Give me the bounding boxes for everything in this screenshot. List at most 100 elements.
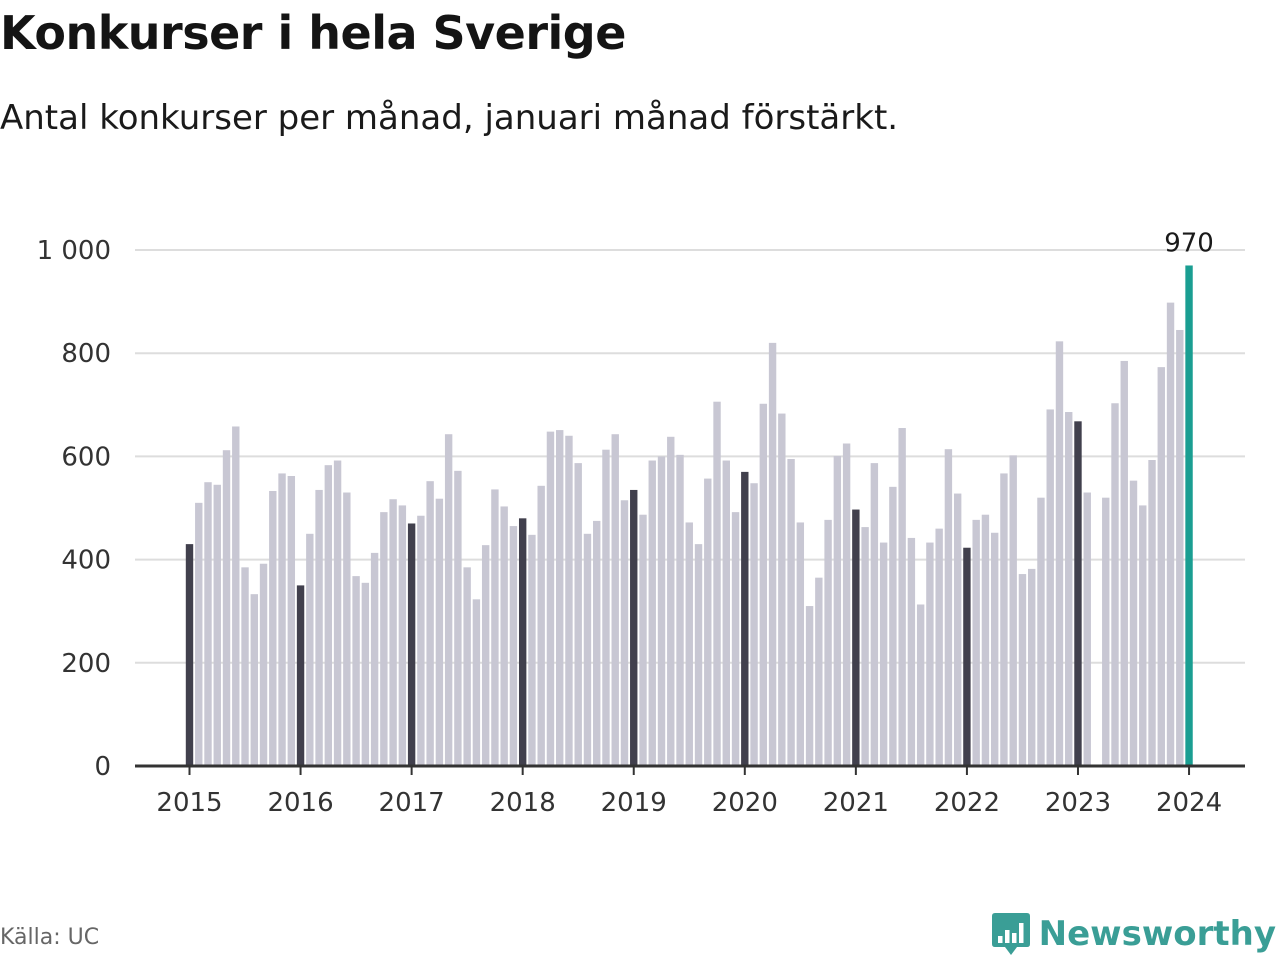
bar: [1176, 329, 1184, 766]
bar: [981, 514, 990, 766]
x-tick-label: 2019: [601, 788, 667, 818]
brand-logo[interactable]: Newsworthy: [991, 910, 1276, 958]
bar: [990, 532, 999, 766]
bar: [731, 512, 740, 766]
bar: [454, 470, 462, 766]
chart-title: Konkurser i hela Sverige: [0, 6, 626, 60]
data-labels: 970: [1164, 228, 1214, 258]
source-note: Källa: UC: [0, 925, 100, 950]
bar: [444, 434, 453, 766]
bar: [1083, 492, 1091, 766]
bar: [1166, 302, 1175, 766]
bar: [343, 492, 351, 766]
bar: [759, 403, 768, 766]
y-tick-label: 1 000: [37, 236, 111, 266]
bar: [916, 604, 925, 766]
x-tick-label: 2022: [934, 788, 1000, 818]
bar: [1028, 568, 1036, 766]
bar: [1111, 403, 1119, 766]
bar: [472, 599, 481, 766]
bar: [611, 434, 619, 766]
bar: [593, 520, 601, 766]
bar-january: [630, 489, 638, 766]
bar: [204, 482, 212, 766]
bar: [713, 401, 721, 766]
bar: [287, 476, 296, 766]
x-tick-label: 2020: [712, 788, 778, 818]
bar: [805, 606, 814, 766]
bar: [972, 519, 980, 766]
bar: [195, 502, 203, 766]
bar: [1065, 412, 1073, 766]
bar: [1129, 480, 1138, 766]
bar: [352, 576, 360, 766]
bar: [315, 489, 323, 766]
latest-value-label: 970: [1164, 228, 1214, 258]
bar: [278, 473, 286, 766]
bar: [833, 455, 842, 766]
bar: [269, 490, 277, 766]
bar: [250, 594, 258, 766]
bar: [537, 485, 545, 766]
chart-bubble-icon: [991, 913, 1030, 955]
bar: [491, 489, 499, 766]
bar-january: [963, 547, 971, 766]
bar: [1148, 460, 1156, 766]
x-axis-ticks: 2015 2016 2017 2018 2019 2020 2021 2022 2023 2024: [156, 766, 1222, 818]
bar: [879, 542, 888, 766]
bar: [333, 460, 342, 766]
bar: [1102, 497, 1110, 766]
bar: [1000, 473, 1008, 766]
bar: [361, 582, 370, 766]
bar: [1046, 409, 1054, 766]
bar: [778, 413, 786, 766]
bar: [509, 526, 518, 766]
bar: [648, 460, 656, 766]
y-tick-label: 800: [61, 339, 111, 369]
bars: [185, 265, 1193, 766]
bar: [750, 483, 758, 766]
bar: [639, 514, 647, 766]
bar: [389, 499, 397, 766]
bar: [528, 534, 536, 766]
bar: [685, 522, 693, 766]
bar: [583, 533, 592, 766]
bar: [435, 498, 444, 766]
bar: [667, 436, 675, 766]
bar: [620, 500, 629, 766]
bar: [657, 456, 666, 766]
bar: [556, 430, 564, 766]
bar: [565, 435, 573, 766]
bar: [324, 465, 333, 766]
x-tick-label: 2024: [1156, 788, 1222, 818]
bar: [907, 537, 916, 766]
bar: [842, 443, 851, 766]
bar: [704, 478, 712, 766]
bar: [694, 544, 703, 766]
bar: [463, 567, 471, 766]
bar: [1120, 360, 1128, 766]
bar: [787, 458, 795, 766]
bar: [232, 426, 240, 766]
x-tick-label: 2017: [379, 788, 445, 818]
bar: [815, 577, 823, 766]
bar: [546, 431, 555, 766]
y-tick-label: 200: [61, 649, 111, 679]
y-tick-label: 400: [61, 546, 111, 576]
bar: [1055, 341, 1064, 766]
y-tick-label: 600: [61, 442, 111, 472]
bar: [953, 493, 962, 766]
bar: [500, 506, 508, 766]
bar: [213, 484, 221, 766]
bar: [824, 519, 832, 766]
bar: [944, 449, 953, 766]
bar: [602, 449, 610, 766]
bar: [870, 463, 879, 766]
bar-january: [407, 523, 416, 766]
bar: [306, 533, 314, 766]
bar-january: [1074, 421, 1082, 766]
y-tick-label: 0: [94, 752, 111, 782]
bar: [241, 567, 249, 766]
x-tick-label: 2021: [823, 788, 889, 818]
x-tick-label: 2023: [1045, 788, 1111, 818]
